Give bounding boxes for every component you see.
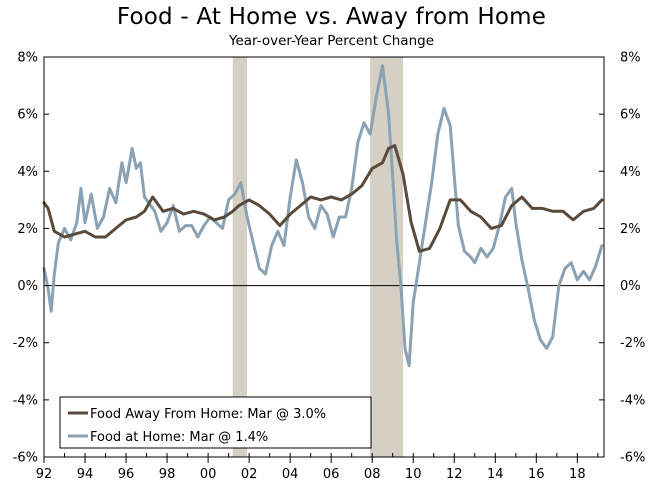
x-tick-label: 12 (446, 467, 463, 482)
x-tick-label: 04 (282, 467, 299, 482)
chart-subtitle: Year-over-Year Percent Change (229, 33, 434, 49)
y-tick-label-right: 8% (620, 51, 641, 66)
legend-label-at-home: Food at Home: Mar @ 1.4% (90, 430, 268, 445)
y-axis-left: -6% -4% -2% 0% 2% 4% 6% 8% (13, 51, 49, 466)
plot-frame (43, 56, 605, 458)
x-tick-label: 02 (241, 467, 258, 482)
y-tick-label-left: 2% (17, 222, 38, 237)
y-tick-label-left: 8% (17, 51, 38, 66)
y-tick-label-right: -4% (620, 393, 645, 408)
y-tick-label-left: -4% (13, 393, 38, 408)
y-axis-right: -6% -4% -2% 0% 2% 4% 6% 8% (599, 51, 645, 466)
legend: Food Away From Home: Mar @ 3.0% Food at … (59, 396, 372, 449)
x-tick-label: 92 (36, 467, 53, 482)
x-tick-label: 10 (405, 467, 422, 482)
series-line-away-from-home (42, 144, 604, 253)
x-tick-label: 96 (118, 467, 135, 482)
x-tick-label: 08 (364, 467, 381, 482)
x-tick-label: 06 (323, 467, 340, 482)
y-tick-label-right: 6% (620, 108, 641, 123)
y-tick-label-left: -6% (13, 451, 38, 466)
recession-band-0 (232, 57, 248, 457)
legend-label-away-from-home: Food Away From Home: Mar @ 3.0% (90, 407, 326, 422)
y-tick-label-right: -2% (620, 336, 645, 351)
series-layer (42, 64, 604, 368)
x-tick-label: 14 (487, 467, 504, 482)
x-tick-label: 98 (159, 467, 176, 482)
y-tick-label-right: 0% (620, 279, 641, 294)
chart-title: Food - At Home vs. Away from Home (116, 4, 547, 30)
y-tick-label-left: 6% (17, 108, 38, 123)
x-tick-label: 18 (569, 467, 586, 482)
y-tick-label-left: -2% (13, 336, 38, 351)
x-tick-label: 16 (528, 467, 545, 482)
x-tick-label: 00 (200, 467, 217, 482)
y-tick-label-right: 4% (620, 165, 641, 180)
x-tick-label: 94 (77, 467, 94, 482)
y-tick-label-left: 4% (17, 165, 38, 180)
y-tick-label-right: -6% (620, 451, 645, 466)
y-tick-label-left: 0% (17, 279, 38, 294)
x-axis: 92 94 96 98 00 02 04 06 08 10 12 14 16 18 (36, 453, 599, 482)
series-line-at-home (42, 64, 604, 368)
y-tick-label-right: 2% (620, 222, 641, 237)
legend-box (59, 396, 372, 449)
